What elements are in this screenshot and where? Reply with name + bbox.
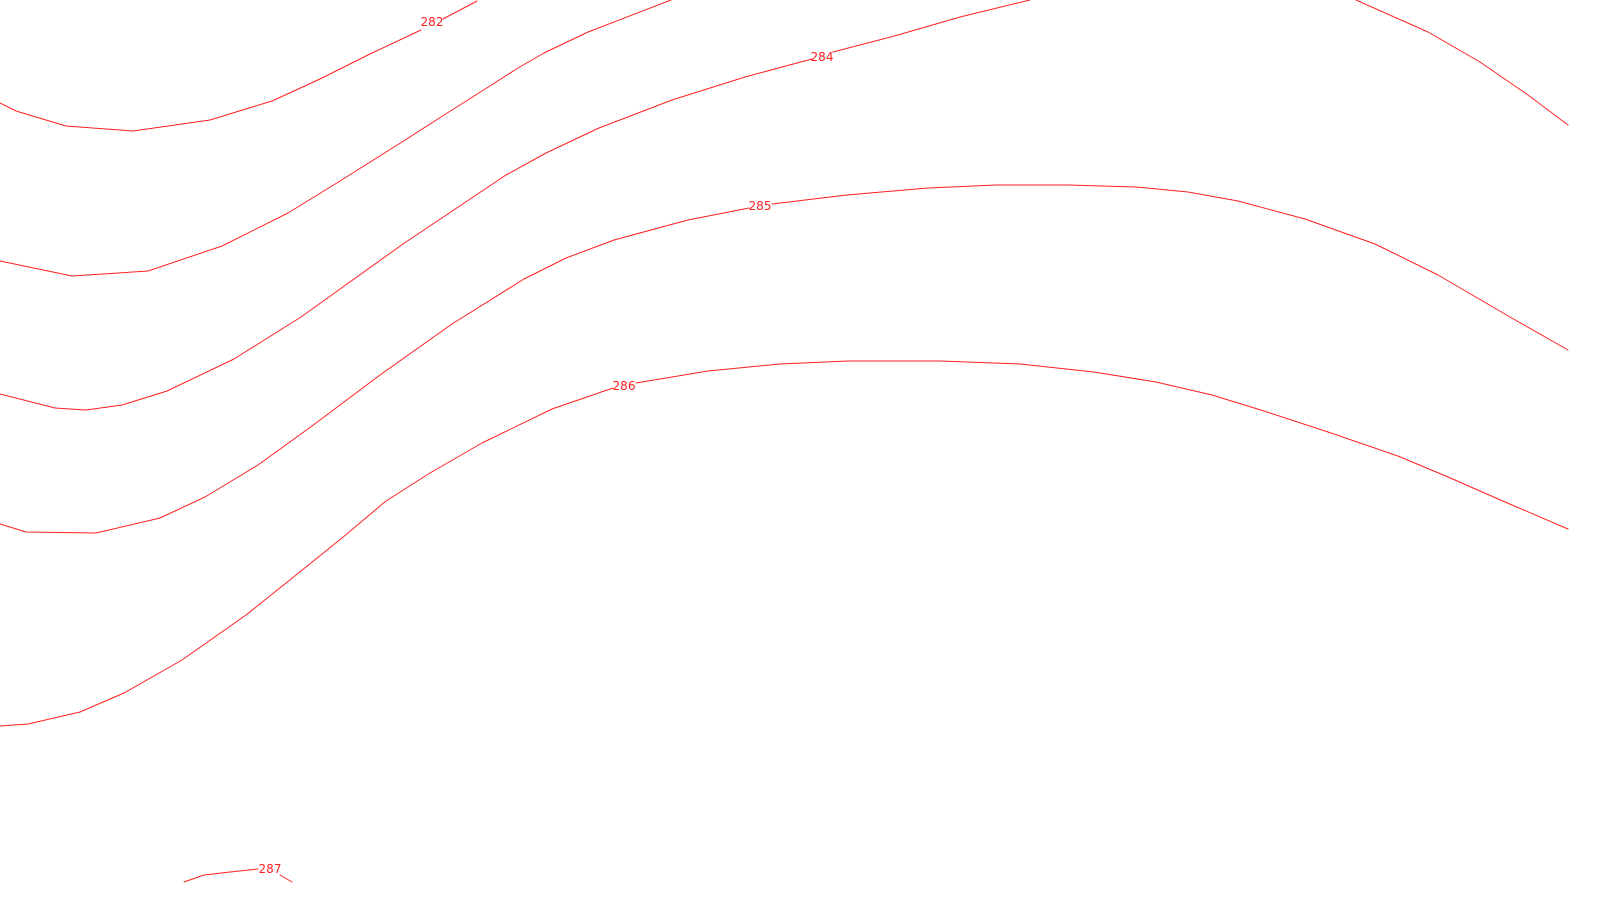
contour-line-284-5 — [1355, 0, 1569, 126]
contour-line-283 — [0, 0, 672, 277]
contour-line-284 — [0, 0, 1031, 411]
contour-line-287 — [183, 868, 293, 883]
contour-line-286 — [0, 360, 1569, 727]
contour-label-284: 284 — [811, 50, 834, 64]
contour-label-285: 285 — [749, 199, 772, 213]
contour-label-282: 282 — [421, 15, 444, 29]
contour-line-285 — [0, 184, 1569, 534]
contour-label-286: 286 — [613, 379, 636, 393]
contour-label-287: 287 — [259, 862, 282, 876]
contour-line-282 — [0, 0, 478, 132]
